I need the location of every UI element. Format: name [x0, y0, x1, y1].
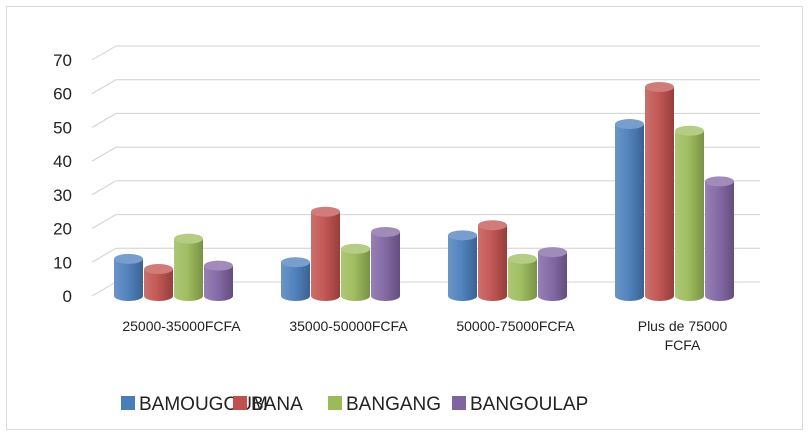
legend-item-bana: BANA — [233, 394, 303, 415]
y-tick-label: 40 — [53, 152, 72, 171]
bar-bangoulap-2 — [371, 226, 400, 301]
y-tick-label: 10 — [53, 253, 72, 272]
bars — [114, 81, 734, 301]
gridline-diagonal — [91, 79, 117, 95]
bar-bamougoum-2 — [281, 257, 310, 301]
gridline-diagonal — [91, 180, 117, 196]
bar-bangang-1 — [174, 233, 203, 301]
legend-label: BANGOULAP — [470, 394, 588, 415]
bar-bana-4 — [645, 81, 674, 301]
gridline-diagonal — [91, 112, 117, 128]
legend-swatch — [233, 396, 247, 410]
y-tick-label: 0 — [63, 287, 72, 306]
bar-bana-2 — [311, 206, 340, 301]
x-axis-categories: 25000-35000FCFA 35000-50000FCFA 50000-7500… — [122, 318, 727, 353]
gridline-diagonal — [91, 45, 117, 61]
bar-bangoulap-1 — [204, 260, 233, 301]
legend-swatch — [121, 396, 135, 410]
legend-label: BANGANG — [346, 394, 441, 415]
bar-bangang-4 — [675, 125, 704, 301]
y-tick-label: 70 — [53, 51, 72, 70]
gridline-diagonal — [91, 146, 117, 162]
legend-swatch — [452, 396, 466, 410]
legend-item-bangang: BANGANG — [328, 394, 441, 415]
gridline-diagonal — [91, 247, 117, 263]
legend-label: BAMOUGOUM — [139, 394, 268, 415]
bar-bangang-2 — [341, 243, 370, 301]
x-category-label: 35000-50000FCFA — [289, 318, 408, 334]
bar-bamougoum-1 — [114, 253, 143, 301]
x-category-label: Plus de 75000 — [638, 318, 728, 334]
bar-bamougoum-4 — [615, 119, 644, 301]
y-tick-label: 30 — [53, 186, 72, 205]
x-category-label: FCFA — [665, 337, 701, 353]
legend-swatch — [328, 396, 342, 410]
x-category-label: 25000-35000FCFA — [122, 318, 241, 334]
bar-bamougoum-3 — [448, 230, 477, 301]
bar-bana-3 — [478, 220, 507, 301]
bar-bana-1 — [144, 264, 173, 301]
y-tick-label: 50 — [53, 118, 72, 137]
legend-label: BANA — [251, 394, 303, 415]
y-tick-label: 60 — [53, 85, 72, 104]
gridline-diagonal — [91, 214, 117, 230]
y-axis-ticks: 0 10 20 30 40 50 60 70 — [53, 51, 72, 306]
gridline-diagonal — [91, 281, 117, 297]
legend-item-bangoulap: BANGOULAP — [452, 394, 588, 415]
x-category-label: 50000-75000FCFA — [456, 318, 575, 334]
bar-bangoulap-3 — [538, 247, 567, 301]
y-tick-label: 20 — [53, 220, 72, 239]
bar-bangoulap-4 — [705, 176, 734, 301]
bar-bangang-3 — [508, 253, 537, 301]
